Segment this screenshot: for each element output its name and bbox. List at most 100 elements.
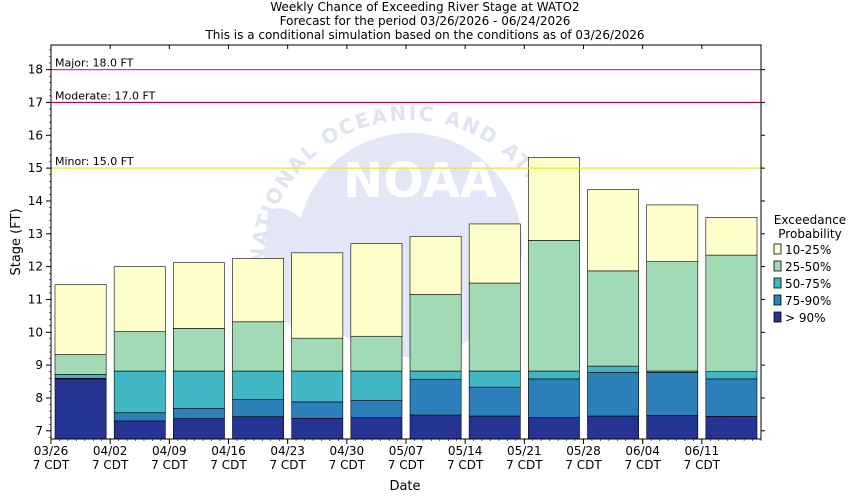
legend-title-1: Exceedance	[774, 213, 846, 227]
bar-3-10-25	[232, 258, 284, 323]
threshold-layer: Major: 18.0 FT Moderate: 17.0 FT Minor: 15…	[51, 57, 761, 169]
y-tick-label-8: 8	[35, 391, 43, 405]
bar-7-10-25	[468, 223, 521, 284]
bar-3-25-50	[232, 321, 284, 372]
x-tick-date-8: 05/21	[507, 444, 542, 458]
x-tick-tz-4: 7 CDT	[269, 458, 306, 472]
bar-0-25-50	[54, 354, 107, 375]
legend-label-10-25: 10-25%	[785, 243, 831, 257]
y-tick-label-15: 15	[28, 161, 43, 175]
bar-7-25-50	[468, 282, 521, 372]
bar-11-90	[705, 416, 758, 440]
x-tick-tz-5: 7 CDT	[329, 458, 366, 472]
bar-11-75-90	[705, 378, 758, 417]
bar-7-75-90	[468, 386, 521, 417]
bar-11-25-50	[705, 254, 758, 372]
bar-1-50-75	[113, 370, 166, 414]
bar-5-90	[350, 417, 403, 440]
bar-10-25-50	[646, 261, 699, 372]
x-tick-tz-1: 7 CDT	[92, 458, 129, 472]
y-tick-label-9: 9	[35, 358, 43, 372]
x-tick-tz-10: 7 CDT	[624, 458, 661, 472]
bar-3-90	[232, 416, 284, 440]
bar-9-25-50	[587, 270, 639, 367]
y-tick-label-7: 7	[35, 424, 43, 438]
bar-11-10-25	[705, 217, 758, 256]
y-tick-label-13: 13	[28, 227, 43, 241]
chart-subtitle-2: This is a conditional simulation based o…	[205, 28, 645, 42]
watermark-logo-text: NOAA	[343, 153, 497, 209]
y-axis-label: Stage (FT)	[9, 208, 24, 275]
bar-5-75-90	[350, 400, 403, 418]
x-tick-date-9: 05/28	[566, 444, 601, 458]
threshold-label-1: Moderate: 17.0 FT	[55, 89, 156, 102]
x-tick-date-10: 06/04	[625, 444, 660, 458]
x-tick-tz-8: 7 CDT	[506, 458, 543, 472]
y-tick-label-10: 10	[28, 325, 43, 339]
bar-6-50-75	[409, 370, 462, 380]
legend-swatch-25-50	[773, 260, 782, 272]
legend-label-90: > 90%	[785, 311, 826, 325]
bar-3-50-75	[232, 370, 284, 400]
bar-4-90	[291, 418, 344, 440]
y-tick-label-12: 12	[28, 260, 43, 274]
legend-label-50-75: 50-75%	[785, 277, 831, 291]
threshold-label-2: Minor: 15.0 FT	[55, 155, 134, 168]
legend-swatch-90	[773, 311, 782, 323]
y-tick-label-11: 11	[28, 292, 43, 306]
bar-8-75-90	[528, 378, 580, 418]
bar-4-50-75	[291, 370, 344, 403]
chart-title: Weekly Chance of Exceeding River Stage a…	[270, 0, 580, 14]
bar-10-90	[646, 415, 699, 440]
y-tick-label-18: 18	[28, 63, 43, 77]
bar-9-50-75	[587, 365, 639, 373]
bar-5-25-50	[350, 335, 403, 372]
legend-swatch-75-90	[773, 294, 782, 306]
x-tick-date-4: 04/23	[270, 444, 305, 458]
bar-11-50-75	[705, 371, 758, 380]
legend-title-2: Probability	[778, 227, 841, 241]
bar-4-25-50	[291, 337, 344, 372]
x-tick-date-3: 04/16	[211, 444, 246, 458]
bar-6-90	[409, 414, 462, 440]
x-tick-tz-11: 7 CDT	[684, 458, 721, 472]
bar-1-25-50	[113, 331, 166, 372]
bar-9-90	[587, 415, 639, 440]
legend-swatch-10-25	[773, 243, 782, 255]
bar-9-10-25	[587, 189, 639, 272]
bar-6-75-90	[409, 378, 462, 416]
x-tick-tz-9: 7 CDT	[565, 458, 602, 472]
bar-1-90	[113, 420, 166, 440]
x-tick-tz-7: 7 CDT	[447, 458, 484, 472]
x-tick-date-5: 04/30	[330, 444, 365, 458]
bar-0-90	[54, 378, 107, 440]
bar-1-10-25	[113, 266, 166, 332]
bar-2-25-50	[173, 328, 225, 372]
y-tick-label-17: 17	[28, 95, 43, 109]
x-tick-date-6: 05/07	[389, 444, 424, 458]
bar-8-50-75	[528, 370, 580, 380]
bar-8-10-25	[528, 156, 580, 241]
bar-8-90	[528, 417, 580, 440]
bar-1-75-90	[113, 412, 166, 422]
bar-10-10-25	[646, 204, 699, 262]
legend-label-75-90: 75-90%	[785, 294, 831, 308]
bar-8-25-50	[528, 240, 580, 372]
bar-10-75-90	[646, 372, 699, 416]
bar-2-75-90	[173, 408, 225, 419]
bar-0-10-25	[54, 284, 107, 355]
bar-0-50-75	[54, 374, 107, 379]
x-tick-tz-0: 7 CDT	[33, 458, 70, 472]
x-tick-date-0: 03/26	[34, 444, 69, 458]
bar-9-75-90	[587, 372, 639, 417]
x-tick-date-2: 04/09	[152, 444, 187, 458]
threshold-label-0: Major: 18.0 FT	[55, 57, 134, 70]
x-tick-tz-2: 7 CDT	[151, 458, 188, 472]
x-tick-tz-3: 7 CDT	[210, 458, 247, 472]
bar-layer	[54, 156, 758, 440]
x-tick-date-11: 06/11	[685, 444, 720, 458]
y-tick-label-16: 16	[28, 128, 43, 142]
x-tick-date-7: 05/14	[448, 444, 483, 458]
